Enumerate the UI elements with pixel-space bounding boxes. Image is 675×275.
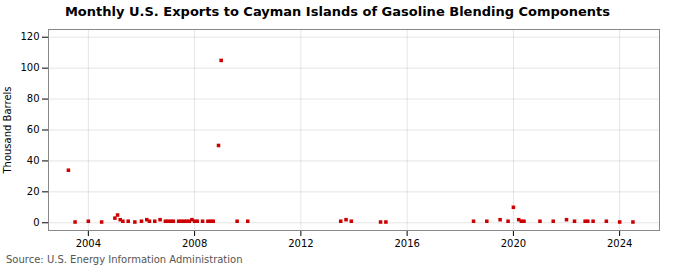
html-text:Monthly U.S. Exports to Cayman: Monthly U.S. Exports to Cayman Islands o… <box>64 4 610 19</box>
svg-text:2004: 2004 <box>76 238 101 249</box>
svg-text:Thousand Barrels: Thousand Barrels <box>2 86 13 174</box>
svg-text:0: 0 <box>33 217 39 228</box>
svg-text:2008: 2008 <box>182 238 207 249</box>
svg-text:2012: 2012 <box>288 238 313 249</box>
svg-text:120: 120 <box>20 31 39 42</box>
html-text:Source: U.S. Energy Informatio: Source: U.S. Energy Information Administ… <box>6 254 243 265</box>
svg-text:60: 60 <box>27 124 40 135</box>
svg-text:2024: 2024 <box>607 238 632 249</box>
svg-text:40: 40 <box>27 155 40 166</box>
svg-text:100: 100 <box>20 62 39 73</box>
svg-text:20: 20 <box>27 186 40 197</box>
svg-text:2016: 2016 <box>394 238 419 249</box>
svg-text:80: 80 <box>27 93 40 104</box>
svg-text:2020: 2020 <box>501 238 526 249</box>
